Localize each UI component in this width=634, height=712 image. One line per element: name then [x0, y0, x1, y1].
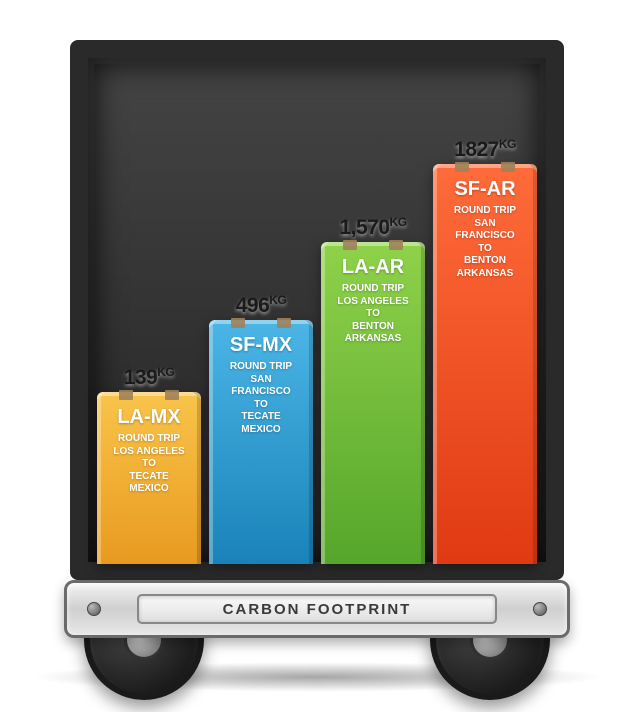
bar-route-code: SF-AR — [454, 178, 515, 201]
truck-illustration: 139KG LA-MX ROUND TRIPLOS ANGELESTOTECATEM… — [70, 40, 564, 690]
box-tape-icon — [343, 240, 357, 250]
bumper-bolt-icon — [87, 602, 101, 616]
box-tape-icon — [501, 162, 515, 172]
ground-shadow — [30, 662, 604, 692]
box-tape-icon — [277, 318, 291, 328]
bumper-bolt-icon — [533, 602, 547, 616]
bar-route-description: ROUND TRIPSANFRANCISCOTOBENTONARKANSAS — [454, 205, 516, 280]
bar-value-label: 496KG — [236, 293, 287, 318]
bar-route-code: SF-MX — [230, 334, 292, 357]
bar-sf-ar: 1827KG SF-AR ROUND TRIPSANFRANCISCOTOBENTO… — [433, 137, 537, 564]
bar-chart: 139KG LA-MX ROUND TRIPLOS ANGELESTOTECATEM… — [94, 137, 540, 564]
truck-cargo-box: 139KG LA-MX ROUND TRIPLOS ANGELESTOTECATEM… — [70, 40, 564, 580]
bumper-plate: CARBON FOOTPRINT — [137, 594, 497, 624]
box-tape-icon — [455, 162, 469, 172]
bar-route-description: ROUND TRIPSANFRANCISCOTOTECATEMEXICO — [230, 361, 292, 436]
bar-la-ar: 1,570KG LA-AR ROUND TRIPLOS ANGELESTOBENTO… — [321, 215, 425, 564]
truck-interior: 139KG LA-MX ROUND TRIPLOS ANGELESTOTECATEM… — [94, 64, 540, 562]
bar-la-mx: 139KG LA-MX ROUND TRIPLOS ANGELESTOTECATEM… — [97, 365, 201, 564]
bar-route-description: ROUND TRIPLOS ANGELESTOBENTONARKANSAS — [337, 283, 408, 346]
bar-route-description: ROUND TRIPLOS ANGELESTOTECATEMEXICO — [113, 433, 184, 496]
bar-body: LA-AR ROUND TRIPLOS ANGELESTOBENTONARKANS… — [321, 242, 425, 564]
bar-route-code: LA-AR — [342, 256, 404, 279]
bar-body: SF-MX ROUND TRIPSANFRANCISCOTOTECATEMEXIC… — [209, 320, 313, 564]
bar-value-label: 1,570KG — [339, 215, 406, 240]
bar-body: LA-MX ROUND TRIPLOS ANGELESTOTECATEMEXICO — [97, 392, 201, 564]
box-tape-icon — [165, 390, 179, 400]
box-tape-icon — [119, 390, 133, 400]
box-tape-icon — [231, 318, 245, 328]
bar-value-label: 139KG — [124, 365, 175, 390]
truck-bumper: CARBON FOOTPRINT — [64, 580, 570, 638]
chart-title: CARBON FOOTPRINT — [223, 601, 412, 618]
bar-body: SF-AR ROUND TRIPSANFRANCISCOTOBENTONARKAN… — [433, 164, 537, 564]
box-tape-icon — [389, 240, 403, 250]
bar-route-code: LA-MX — [117, 406, 180, 429]
bar-value-label: 1827KG — [454, 137, 516, 162]
bar-sf-mx: 496KG SF-MX ROUND TRIPSANFRANCISCOTOTECATE… — [209, 293, 313, 564]
